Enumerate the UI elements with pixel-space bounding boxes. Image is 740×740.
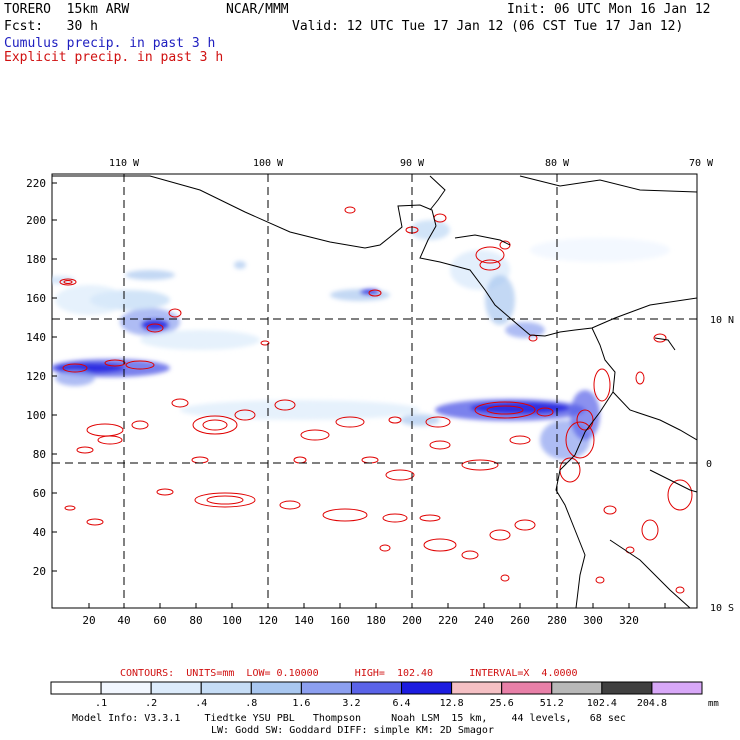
bottom-tick-label: 120 xyxy=(258,614,278,627)
colorbar-label: .4 xyxy=(195,698,207,709)
colorbar-label: 1.6 xyxy=(292,698,310,709)
bottom-tick-label: 240 xyxy=(474,614,494,627)
colorbar-cell xyxy=(501,681,553,695)
bottom-tick-label: 40 xyxy=(117,614,130,627)
axis-ticks xyxy=(52,182,666,608)
bottom-tick-label: 80 xyxy=(189,614,202,627)
left-tick-label: 140 xyxy=(26,331,46,344)
colorbar-label: 51.2 xyxy=(540,698,564,709)
colorbar-cell xyxy=(451,681,503,695)
latitude-label: 0 xyxy=(706,459,712,470)
bottom-tick-label: 200 xyxy=(402,614,422,627)
colorbar-cell xyxy=(601,681,653,695)
left-tick-label: 180 xyxy=(26,253,46,266)
valid-time: Valid: 12 UTC Tue 17 Jan 12 (06 CST Tue … xyxy=(292,19,684,34)
bottom-tick-label: 300 xyxy=(583,614,603,627)
colorbar-label: 204.8 xyxy=(637,698,667,709)
longitude-label: 80 W xyxy=(545,158,570,169)
bottom-tick-label: 160 xyxy=(330,614,350,627)
colorbar-cell xyxy=(250,681,302,695)
model-info-line2: LW: Godd SW: Goddard DIFF: simple KM: 2D… xyxy=(211,725,494,736)
bottom-tick-label: 280 xyxy=(547,614,567,627)
colorbar-cell xyxy=(150,681,202,695)
left-tick-label: 40 xyxy=(33,526,46,539)
org-label: NCAR/MMM xyxy=(226,2,289,17)
longitude-label: 70 W xyxy=(689,158,714,169)
colorbar-cell xyxy=(350,681,403,695)
longitude-label: 90 W xyxy=(400,158,425,169)
colorbar-label: 3.2 xyxy=(342,698,360,709)
latitude-label: 10 S xyxy=(710,603,734,614)
left-tick-label: 160 xyxy=(26,292,46,305)
colorbar-label: .1 xyxy=(95,698,107,709)
colorbar: .1.2.4.8 1.6 3.2 6.4 12.8 25.6 51.2 102.4 204.8 … xyxy=(50,681,719,709)
left-tick-label: 60 xyxy=(33,487,46,500)
colorbar-cell xyxy=(651,681,703,695)
colorbar-label: .8 xyxy=(245,698,257,709)
longitude-label: 110 W xyxy=(109,158,140,169)
colorbar-cell xyxy=(50,681,102,695)
colorbar-cell xyxy=(100,681,152,695)
colorbar-unit: mm xyxy=(708,699,719,709)
contour-info: CONTOURS: UNITS=mm LOW= 0.10000 HIGH= 10… xyxy=(120,668,578,679)
left-tick-label: 100 xyxy=(26,409,46,422)
legend-cumulus: Cumulus precip. in past 3 h xyxy=(4,36,216,51)
left-tick-label: 200 xyxy=(26,214,46,227)
colorbar-label: 6.4 xyxy=(393,698,411,709)
model-info-line1: Model Info: V3.3.1 Tiedtke YSU PBL Thomp… xyxy=(72,713,626,724)
legend-explicit: Explicit precip. in past 3 h xyxy=(4,50,224,65)
bottom-tick-label: 320 xyxy=(619,614,639,627)
left-tick-label: 80 xyxy=(33,448,46,461)
model-title: TORERO 15km ARW xyxy=(4,2,130,17)
left-tick-label: 120 xyxy=(26,370,46,383)
colorbar-label: 12.8 xyxy=(440,698,464,709)
bottom-tick-label: 260 xyxy=(510,614,530,627)
latitude-label: 10 N xyxy=(710,315,734,326)
colorbar-label: .2 xyxy=(145,698,157,709)
lat-lon-grid xyxy=(52,174,697,608)
colorbar-cell xyxy=(300,681,352,695)
colorbar-cell xyxy=(200,681,252,695)
longitude-label: 100 W xyxy=(253,158,284,169)
colorbar-cell xyxy=(551,681,603,695)
colorbar-label: 102.4 xyxy=(587,698,617,709)
left-tick-label: 220 xyxy=(26,177,46,190)
bottom-tick-label: 60 xyxy=(153,614,166,627)
explicit-precip-contours xyxy=(59,206,693,594)
forecast-hour: Fcst: 30 h xyxy=(4,19,98,34)
bottom-tick-label: 180 xyxy=(366,614,386,627)
bottom-tick-label: 220 xyxy=(438,614,458,627)
bottom-tick-label: 140 xyxy=(294,614,314,627)
colorbar-label: 25.6 xyxy=(490,698,514,709)
init-time: Init: 06 UTC Mon 16 Jan 12 xyxy=(507,2,711,17)
bottom-tick-label: 100 xyxy=(222,614,242,627)
colorbar-cell xyxy=(401,681,453,695)
left-tick-label: 20 xyxy=(33,565,46,578)
bottom-tick-label: 20 xyxy=(82,614,95,627)
coastlines xyxy=(52,175,697,608)
